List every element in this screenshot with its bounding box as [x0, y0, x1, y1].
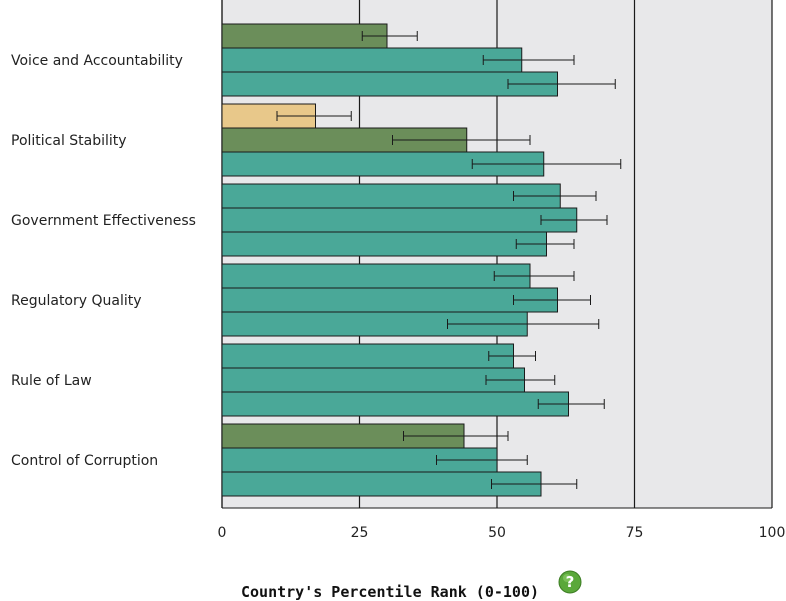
category-labels: Voice and Accountability Political Stabil…: [11, 53, 196, 469]
bar: [221, 471, 542, 497]
bar: [221, 263, 531, 289]
tick-label: 75: [626, 525, 644, 541]
tick-label: 25: [351, 525, 369, 541]
bar: [221, 71, 558, 97]
bar: [221, 343, 514, 369]
bar: [221, 231, 547, 257]
bar: [221, 391, 569, 417]
tick-labels: 0 25 50 75 100: [218, 525, 786, 541]
category-label: Voice and Accountability: [11, 53, 183, 69]
error-bars: [276, 31, 622, 489]
bar: [221, 367, 525, 393]
bar: [221, 287, 558, 313]
tick-label: 100: [759, 525, 786, 541]
category-label: Government Effectiveness: [11, 213, 196, 229]
category-label: Political Stability: [11, 133, 127, 149]
bar: [221, 47, 523, 73]
category-label: Regulatory Quality: [11, 293, 142, 309]
tick-label: 0: [218, 525, 227, 541]
question-mark-icon[interactable]: ?: [558, 570, 582, 594]
tick-label: 50: [488, 525, 506, 541]
bar: [221, 151, 545, 177]
category-label: Control of Corruption: [11, 453, 158, 469]
bar: [221, 183, 561, 209]
bar: [221, 207, 578, 233]
category-label: Rule of Law: [11, 373, 92, 389]
svg-text:?: ?: [566, 573, 575, 591]
x-axis-label: Country's Percentile Rank (0-100): [241, 583, 539, 601]
